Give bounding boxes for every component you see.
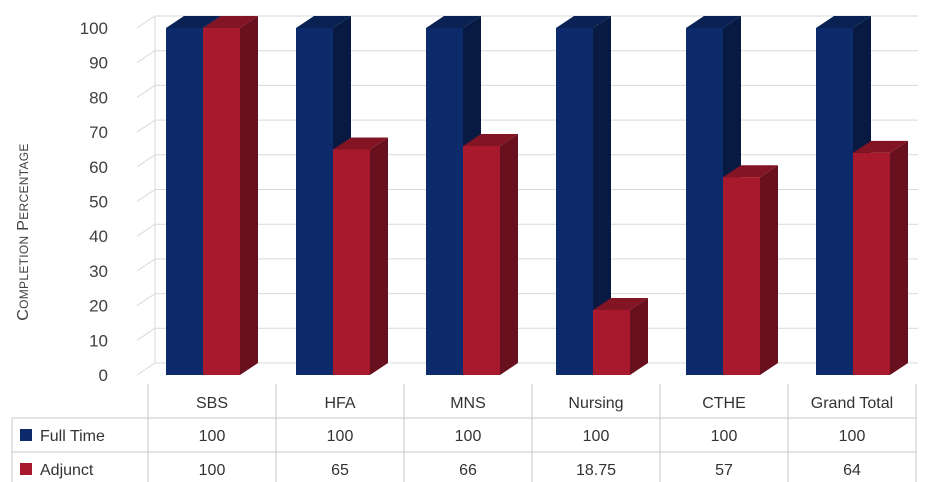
- bar-adjunct: [333, 137, 388, 375]
- y-axis-ticks: 0 10 20 30 40 50 60 70 80 90 100: [80, 19, 108, 385]
- y-tick-label: 50: [89, 193, 108, 212]
- y-tick-label: 80: [89, 88, 108, 107]
- table-cell-value: 66: [459, 462, 477, 479]
- table-cell-value: 100: [327, 428, 354, 445]
- bar-side: [760, 165, 778, 375]
- y-tick-label: 100: [80, 19, 108, 38]
- x-category-label: Grand Total: [811, 395, 893, 412]
- x-category-label: SBS: [196, 395, 228, 412]
- bar-side: [370, 137, 388, 375]
- x-category-label: MNS: [450, 395, 486, 412]
- x-category-label: CTHE: [702, 395, 746, 412]
- table-cell-value: 64: [843, 462, 861, 479]
- bar-front: [203, 28, 240, 375]
- y-axis-label-part: OMPLETION: [17, 235, 31, 308]
- x-category-label: Nursing: [568, 395, 623, 412]
- bar-top: [686, 16, 741, 28]
- table-cell-value: 100: [199, 428, 226, 445]
- bar-top: [203, 16, 258, 28]
- bars: [166, 16, 908, 375]
- bar-top: [463, 133, 518, 146]
- y-tick-label: 40: [89, 227, 108, 246]
- bar-front: [816, 28, 853, 375]
- y-axis-label: COMPLETION PERCENTAGE: [15, 143, 32, 320]
- bar-top: [426, 16, 481, 28]
- bar-top: [816, 16, 871, 28]
- bar-side: [630, 297, 648, 375]
- legend-swatch: [20, 463, 32, 475]
- y-tick-label: 0: [99, 366, 108, 385]
- bar-adjunct: [853, 140, 908, 375]
- bar-front: [593, 309, 630, 375]
- y-axis-label-part: ERCENTAGE: [17, 143, 31, 220]
- bar-front: [166, 28, 203, 375]
- y-axis-label-part: C: [15, 309, 32, 321]
- bar-front: [463, 145, 500, 375]
- bar-full-time: [556, 16, 611, 375]
- bar-top: [853, 140, 908, 153]
- legend-swatch: [20, 429, 32, 441]
- bar-top: [166, 16, 221, 28]
- table-cell-value: 18.75: [576, 462, 616, 479]
- x-category-label: HFA: [324, 395, 355, 412]
- data-table: SBS HFA MNS Nursing CTHE Grand Total Full Time…: [11, 384, 917, 482]
- bar-front: [296, 28, 333, 375]
- bar-adjunct: [593, 297, 648, 375]
- gridlines: [136, 15, 918, 376]
- bar-adjunct: [203, 16, 258, 375]
- bar-side: [593, 16, 611, 375]
- y-tick-label: 70: [89, 123, 108, 142]
- y-tick-label: 10: [89, 331, 108, 350]
- y-tick-label: 30: [89, 262, 108, 281]
- bar-side: [500, 133, 518, 375]
- bar-front: [556, 28, 593, 375]
- bar-adjunct: [463, 133, 518, 375]
- bar-front: [686, 28, 723, 375]
- bar-top: [593, 297, 648, 310]
- table-cell-value: 100: [839, 428, 866, 445]
- bar-top: [556, 16, 611, 28]
- table-cell-value: 100: [583, 428, 610, 445]
- table-cell-value: 57: [715, 462, 733, 479]
- bar-front: [723, 177, 760, 375]
- table-cell-value: 100: [711, 428, 738, 445]
- y-tick-label: 90: [89, 54, 108, 73]
- table-cell-value: 65: [331, 462, 349, 479]
- bar-adjunct: [723, 165, 778, 375]
- bar-side: [240, 16, 258, 375]
- table-cell-value: 100: [199, 462, 226, 479]
- bar-top: [296, 16, 351, 28]
- legend-label: Full Time: [40, 428, 105, 445]
- legend-label: Adjunct: [40, 462, 94, 479]
- bar-front: [426, 28, 463, 375]
- y-tick-label: 20: [89, 297, 108, 316]
- bar-side: [890, 140, 908, 375]
- table-cell-value: 100: [455, 428, 482, 445]
- bar-top: [723, 165, 778, 178]
- bar-top: [333, 137, 388, 150]
- bar-front: [853, 152, 890, 375]
- y-axis-label-part: P: [15, 220, 32, 236]
- y-tick-label: 60: [89, 158, 108, 177]
- bar-front: [333, 149, 370, 375]
